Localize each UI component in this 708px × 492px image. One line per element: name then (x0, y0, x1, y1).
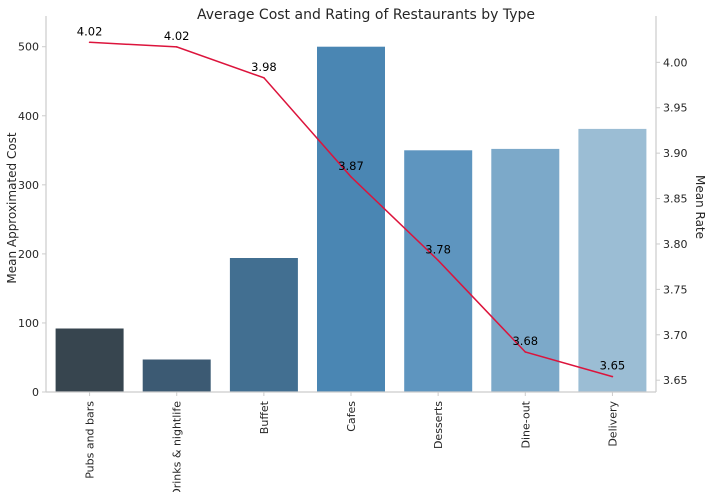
rating-data-label: 3.87 (338, 159, 364, 173)
rating-data-label: 4.02 (164, 29, 190, 43)
rating-line-series: 4.02 4.02 3.98 3.87 3.78 3.68 3.65 (77, 24, 626, 378)
y2-tick-label: 3.85 (663, 193, 688, 206)
y2-tick-label: 3.80 (663, 238, 688, 251)
x-tick-label: Pubs and bars (84, 401, 97, 479)
rating-data-label: 3.68 (512, 334, 538, 348)
y2-axis-label: Mean Rate (693, 175, 707, 239)
y-tick-label: 400 (18, 110, 39, 123)
x-tick-label: Buffet (258, 400, 271, 434)
x-tick-label: Dine-out (519, 400, 532, 448)
x-tick-label: Drinks & nightlife (171, 401, 184, 492)
rating-point (611, 375, 614, 378)
y-tick-label: 100 (18, 317, 39, 330)
y-tick-label: 500 (18, 41, 39, 54)
y2-tick-label: 3.65 (663, 374, 688, 387)
x-tick-label: Desserts (432, 401, 445, 449)
x-tick-label: Cafes (345, 401, 358, 432)
rating-data-label: 3.98 (251, 60, 277, 74)
rating-point (524, 351, 527, 353)
rating-data-label: 3.65 (600, 359, 626, 373)
y2-tick-label: 3.95 (663, 102, 688, 115)
bar (578, 128, 647, 392)
y2-tick-label: 3.75 (663, 283, 688, 296)
y2-tick-label: 4.00 (663, 56, 688, 69)
rating-data-label: 4.02 (77, 24, 103, 38)
y-axis-label: Mean Approximated Cost (5, 132, 19, 284)
bar (404, 150, 473, 392)
bar (229, 258, 298, 392)
rating-point (437, 259, 439, 262)
rating-point (350, 176, 352, 178)
y-tick-label: 300 (18, 179, 39, 192)
rating-data-label: 3.78 (425, 242, 451, 256)
rating-point (88, 41, 91, 44)
x-tick-label: Delivery (606, 401, 619, 447)
y-tick-label: 0 (32, 386, 39, 399)
y2-tick-label: 3.70 (663, 329, 688, 342)
axes: 0 100 200 300 400 500 3.65 3.70 3.75 3.80 3.85 3.90… (18, 16, 688, 492)
bar (491, 148, 560, 392)
bar-series (55, 46, 647, 392)
y2-tick-label: 3.90 (663, 147, 688, 160)
bar (55, 328, 124, 392)
chart-title: Average Cost and Rating of Restaurants b… (197, 7, 535, 23)
y-tick-label: 200 (18, 248, 39, 261)
rating-point (175, 46, 178, 48)
rating-point (263, 77, 265, 79)
bar (317, 46, 385, 392)
bar (142, 359, 211, 392)
